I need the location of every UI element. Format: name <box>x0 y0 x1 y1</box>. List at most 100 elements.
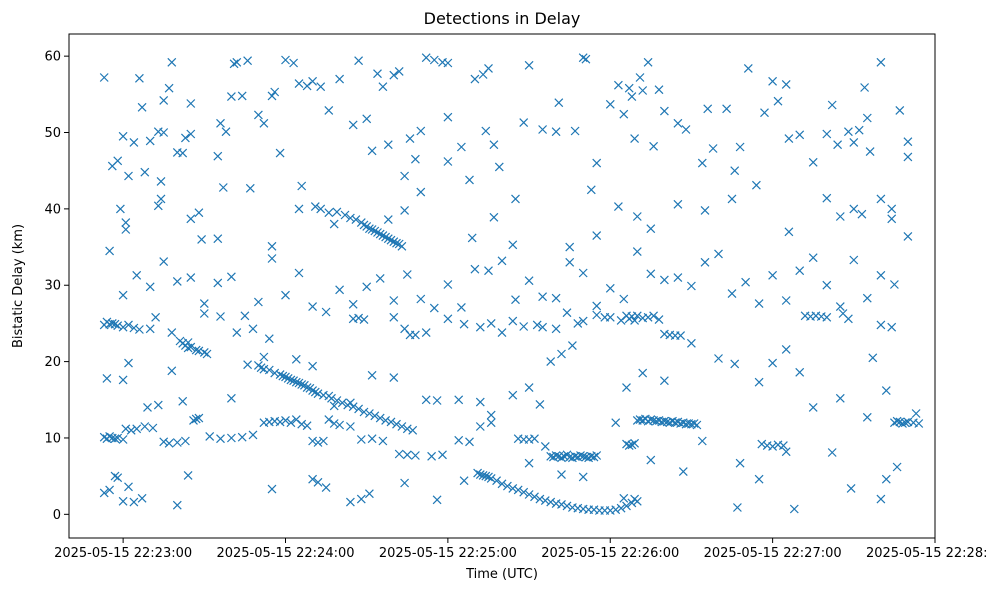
data-point <box>659 376 669 386</box>
data-point <box>264 334 274 344</box>
data-point <box>364 409 374 418</box>
data-point <box>345 497 355 507</box>
data-point <box>378 436 388 446</box>
data-point <box>329 419 339 428</box>
data-point <box>673 118 683 128</box>
data-point <box>508 240 518 250</box>
data-point <box>164 83 174 93</box>
data-point <box>213 151 223 161</box>
data-point <box>524 60 534 70</box>
data-point <box>573 318 583 328</box>
data-point <box>686 281 696 291</box>
data-point <box>172 500 182 510</box>
data-point <box>216 434 225 444</box>
data-point <box>421 53 431 63</box>
data-point <box>337 398 347 408</box>
data-point <box>481 471 491 481</box>
data-point <box>121 424 131 434</box>
data-point <box>259 118 269 128</box>
data-point <box>551 451 561 460</box>
plot-frame <box>68 33 936 539</box>
data-point <box>538 322 548 332</box>
data-point <box>686 338 696 348</box>
data-point <box>345 213 355 223</box>
data-point <box>459 319 469 329</box>
data-point <box>286 375 296 385</box>
data-point <box>137 493 147 503</box>
data-point <box>538 125 548 134</box>
data-point <box>383 234 393 244</box>
data-point <box>876 320 886 330</box>
data-point <box>281 415 290 425</box>
data-point <box>903 231 913 241</box>
data-point <box>226 272 236 282</box>
data-point <box>124 482 133 492</box>
data-point <box>126 425 136 435</box>
data-point <box>226 92 236 102</box>
data-point <box>727 289 737 299</box>
data-point <box>681 125 691 134</box>
data-point <box>386 417 396 427</box>
data-point <box>118 375 128 385</box>
data-point <box>118 496 128 506</box>
data-point <box>635 73 645 82</box>
data-point <box>410 451 420 460</box>
data-point <box>381 415 391 425</box>
data-point <box>795 367 805 377</box>
data-point <box>113 433 123 443</box>
data-point <box>857 209 867 219</box>
data-point <box>822 312 832 322</box>
data-point <box>308 76 318 86</box>
data-point <box>784 227 794 237</box>
data-markers <box>99 53 924 515</box>
data-point <box>321 483 331 493</box>
data-point <box>389 296 399 305</box>
data-point <box>375 413 385 423</box>
y-tick-label: 20 <box>44 355 61 370</box>
y-tick-label: 40 <box>44 202 61 217</box>
data-point <box>781 344 791 354</box>
data-point <box>354 313 364 323</box>
data-point <box>673 199 683 209</box>
data-point <box>627 92 637 102</box>
data-point <box>605 99 615 109</box>
data-point <box>876 57 886 67</box>
y-tick-label: 0 <box>53 508 61 523</box>
data-point <box>392 419 401 429</box>
data-point <box>454 395 464 405</box>
data-point <box>456 142 466 152</box>
data-point <box>554 98 564 108</box>
y-tick-label: 50 <box>44 126 61 141</box>
data-point <box>532 320 542 330</box>
data-point <box>854 125 864 135</box>
data-point <box>700 205 710 215</box>
data-point <box>118 435 128 444</box>
data-point <box>367 225 377 234</box>
data-point <box>443 157 453 166</box>
data-point <box>229 59 239 69</box>
data-point <box>643 312 653 322</box>
data-point <box>822 280 832 290</box>
data-point <box>145 324 155 334</box>
data-point <box>898 419 907 428</box>
data-point <box>402 424 412 434</box>
data-point <box>459 476 469 486</box>
data-point <box>118 322 128 332</box>
data-point <box>286 418 296 428</box>
data-point <box>400 171 410 181</box>
data-point <box>253 297 263 307</box>
y-tick-label: 30 <box>44 279 61 294</box>
data-point <box>291 377 301 387</box>
data-point <box>659 275 669 285</box>
data-point <box>605 312 615 322</box>
data-point <box>359 407 369 417</box>
data-point <box>887 322 897 332</box>
data-point <box>178 396 188 406</box>
data-point <box>557 453 566 463</box>
data-point <box>213 278 223 288</box>
data-point <box>567 341 577 351</box>
data-point <box>324 208 334 218</box>
data-point <box>226 433 236 443</box>
data-point <box>129 137 139 147</box>
data-point <box>348 120 358 130</box>
